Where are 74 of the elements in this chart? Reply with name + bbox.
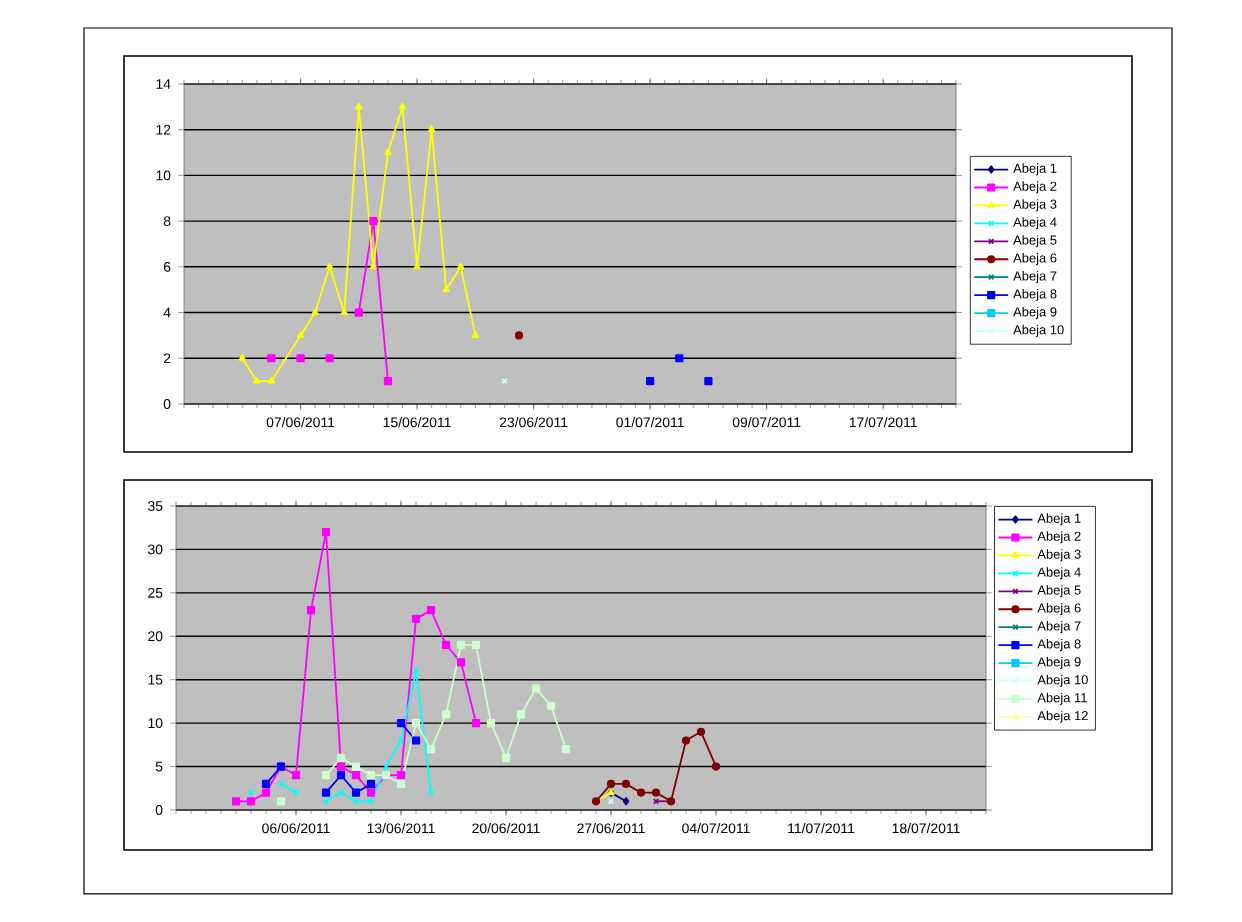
point: [369, 217, 378, 226]
point: [340, 308, 348, 316]
point: [471, 640, 481, 650]
point: [396, 771, 406, 780]
point: [396, 719, 406, 728]
point: [516, 710, 526, 719]
point: [311, 308, 319, 316]
point: [321, 527, 331, 537]
point: [321, 788, 331, 797]
point: [471, 331, 480, 338]
point: [396, 779, 406, 789]
point: [441, 640, 451, 650]
point: [501, 753, 511, 762]
point: [696, 727, 706, 736]
point: [291, 771, 301, 780]
point: [636, 788, 646, 797]
point: [398, 102, 407, 110]
point: [296, 354, 305, 363]
point: [427, 125, 436, 133]
point: [561, 745, 571, 754]
point: [354, 308, 363, 317]
point: [369, 262, 378, 270]
point: [384, 148, 392, 156]
point: [253, 377, 261, 384]
point: [426, 606, 436, 615]
point: [704, 377, 713, 386]
point: [261, 779, 271, 789]
point: [336, 771, 346, 780]
point: [531, 684, 541, 693]
point: [681, 736, 691, 745]
point: [296, 331, 305, 338]
point: [442, 285, 450, 293]
point: [471, 719, 481, 728]
point: [651, 788, 661, 797]
point: [411, 719, 421, 728]
point: [411, 614, 421, 623]
point: [325, 354, 334, 363]
point: [246, 797, 256, 806]
point: [621, 779, 631, 789]
point: [413, 262, 421, 270]
point: [351, 788, 361, 797]
point: [351, 771, 361, 780]
point: [383, 377, 393, 386]
point: [267, 377, 276, 384]
point: [646, 377, 655, 386]
point: [355, 102, 363, 110]
point: [306, 606, 316, 615]
point: [238, 354, 246, 361]
point: [366, 779, 376, 789]
point: [622, 797, 630, 806]
point: [336, 762, 346, 771]
point: [411, 736, 421, 745]
point: [514, 331, 524, 340]
point: [231, 797, 241, 806]
point: [366, 788, 376, 797]
point: [546, 701, 556, 710]
point: [711, 762, 721, 771]
point: [675, 354, 684, 363]
point: [456, 640, 466, 650]
point: [326, 262, 334, 270]
point: [321, 771, 331, 780]
point: [457, 262, 465, 270]
point: [267, 354, 276, 363]
point: [261, 788, 271, 797]
point: [351, 762, 361, 771]
point: [456, 658, 466, 667]
point: [412, 667, 420, 675]
point: [606, 779, 616, 789]
point: [426, 745, 436, 754]
point: [366, 771, 376, 780]
point: [486, 719, 496, 728]
point: [336, 753, 346, 762]
point: [276, 797, 286, 806]
point: [441, 710, 451, 719]
